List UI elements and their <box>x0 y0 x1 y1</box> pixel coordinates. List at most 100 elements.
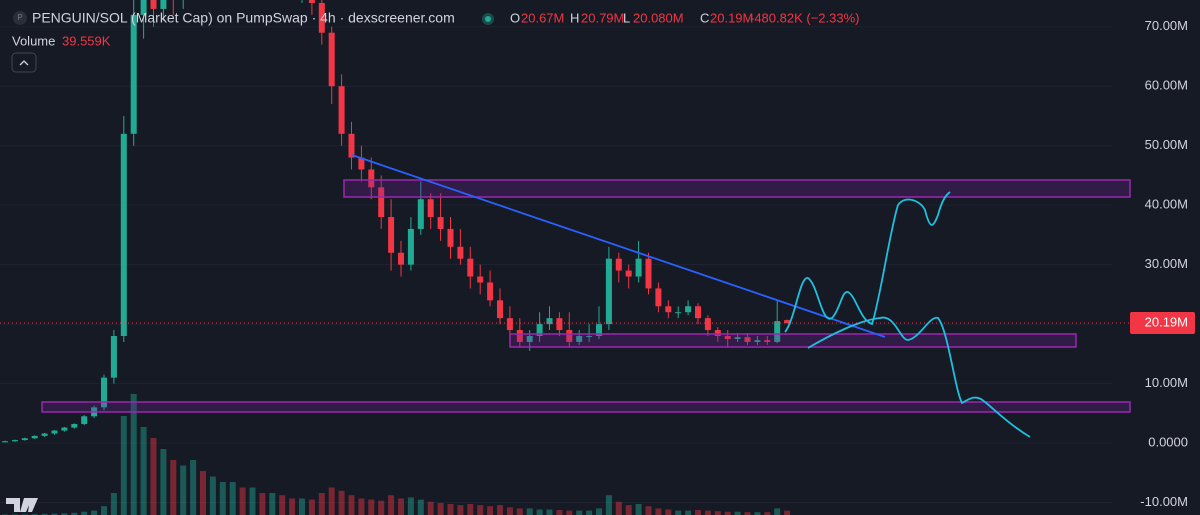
volume-bar <box>328 487 335 515</box>
zone <box>41 401 1131 413</box>
y-tick-label: 30.00M <box>1145 256 1188 271</box>
candle-body <box>407 228 414 265</box>
last-price-label: 20.19M <box>1145 314 1188 329</box>
scribble <box>807 316 1031 438</box>
candle-body <box>576 335 583 342</box>
candle-body <box>704 318 711 331</box>
volume-bar <box>190 460 197 515</box>
volume-bar <box>417 499 424 515</box>
volume-bar <box>101 506 107 515</box>
candle-body <box>378 187 385 218</box>
candle-body <box>61 427 68 431</box>
candle-body <box>447 228 454 247</box>
chevron <box>19 60 29 66</box>
zone <box>343 179 1131 198</box>
volume-bar <box>378 500 385 515</box>
volume-bar <box>61 513 68 515</box>
volume-bar <box>685 510 692 515</box>
candle-body <box>467 258 474 277</box>
volume-bar <box>477 505 484 515</box>
candle-body <box>586 335 593 337</box>
candle-body <box>487 282 494 301</box>
volume-bar <box>299 498 305 515</box>
candle-body <box>615 258 622 271</box>
volume-bar <box>437 502 444 515</box>
candle-body <box>774 321 781 342</box>
candle-body <box>110 335 117 378</box>
y-tick-label: 70.00M <box>1145 18 1188 33</box>
ohlc-value: 20.080M <box>633 10 684 25</box>
ohlc-value: 20.19M <box>710 10 753 25</box>
volume-bar <box>180 465 187 515</box>
volume-bar <box>358 498 365 515</box>
volume-bar <box>675 510 682 515</box>
volume-bar <box>407 497 414 515</box>
volume-bar <box>536 509 543 515</box>
candle-body <box>31 435 38 439</box>
candle-body <box>536 324 543 336</box>
trendline <box>351 154 886 338</box>
grid <box>0 26 1112 504</box>
ohlc-key: H <box>570 10 579 25</box>
volume-bar <box>497 505 503 515</box>
volume-bar <box>338 490 345 515</box>
volume-bar <box>784 510 791 515</box>
ohlc-key: O <box>510 10 520 25</box>
candle-body <box>21 438 28 441</box>
candle-body <box>140 0 147 15</box>
volume-bar <box>714 511 721 515</box>
candle-body <box>398 252 404 265</box>
candle-body <box>764 340 771 342</box>
candle-body <box>130 14 137 134</box>
volume-bar <box>655 508 662 515</box>
volume-bar <box>308 499 315 515</box>
candle-body <box>358 157 365 170</box>
candle-body <box>724 335 731 339</box>
candle-body <box>665 306 672 313</box>
candle-body <box>308 0 315 3</box>
volume-bar <box>467 504 474 515</box>
price-axis: -10.00M0.000010.00M20.00M30.00M40.00M50.… <box>1130 18 1195 509</box>
volume-bar <box>774 508 781 515</box>
volume-bar <box>130 394 137 515</box>
candle-body <box>150 0 157 9</box>
ohlc-key: L <box>623 10 630 25</box>
volume-bar <box>665 509 672 515</box>
ohlc-value: 20.67M <box>521 10 564 25</box>
volume-bar <box>556 510 563 515</box>
candle-body <box>675 312 682 314</box>
volume-bar <box>586 510 593 515</box>
volume-bar <box>744 512 751 515</box>
candle-body <box>338 86 345 134</box>
volume-bar <box>368 499 375 515</box>
candle-body <box>71 424 78 428</box>
volume-bar <box>615 501 622 515</box>
volume-label: Volume <box>12 33 55 48</box>
y-tick-label: 40.00M <box>1145 197 1188 212</box>
volume-bar <box>259 493 266 515</box>
volume-bar <box>249 487 256 515</box>
volume-bar <box>645 506 652 515</box>
change: -480.82K (−2.33%) <box>750 10 859 25</box>
collapse-button[interactable] <box>11 52 37 73</box>
volume-bar <box>229 482 236 515</box>
logo <box>6 498 38 512</box>
candle-body <box>516 330 523 342</box>
candle-layer <box>2 0 791 443</box>
candle-body <box>784 320 791 323</box>
volume-bar <box>239 487 246 515</box>
volume-bar <box>120 416 127 515</box>
volume-bar <box>91 510 98 515</box>
volume-bar <box>526 508 533 515</box>
volume-bar <box>576 510 583 515</box>
candle-body <box>318 2 325 33</box>
candle-body <box>655 288 662 307</box>
volume-bar <box>566 510 573 515</box>
volume-bar <box>219 482 226 515</box>
volume-bar <box>695 510 701 515</box>
candle-body <box>81 416 88 425</box>
candle-body <box>497 300 503 319</box>
volume-bar <box>150 438 157 515</box>
symbol-icon <box>13 11 27 25</box>
